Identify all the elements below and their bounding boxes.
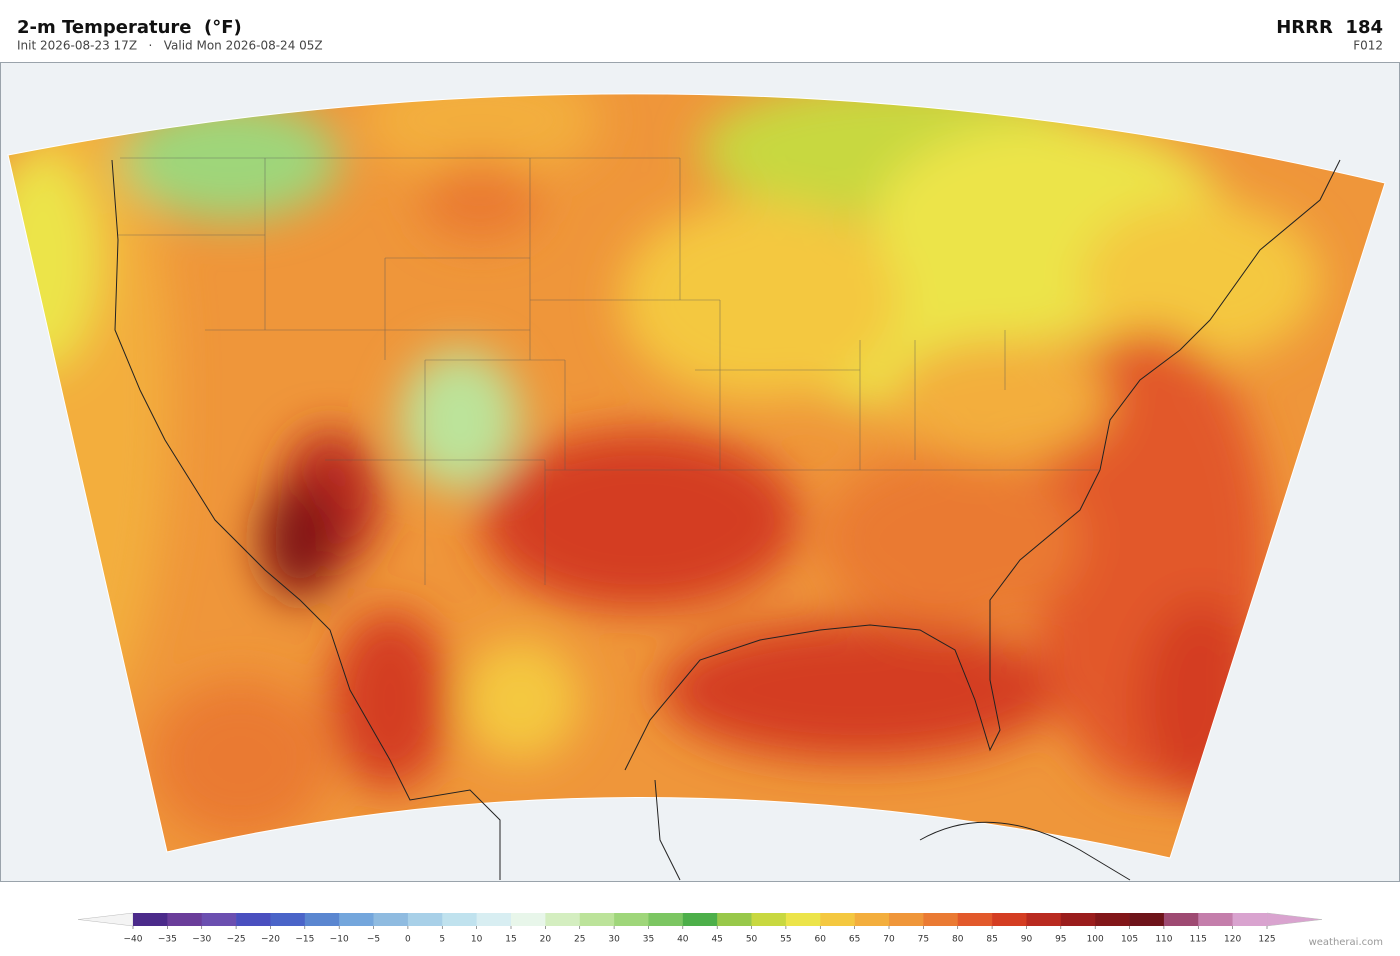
colorbar-bin bbox=[304, 913, 340, 926]
colorbar-bin bbox=[992, 913, 1027, 926]
colorbar-bin bbox=[545, 913, 581, 926]
colorbar-bin bbox=[476, 913, 512, 926]
colorbar-tick-label: 105 bbox=[1121, 935, 1138, 945]
colorbar-tick-label: 20 bbox=[540, 935, 552, 945]
colorbar-tick-label: 30 bbox=[608, 935, 620, 945]
model-run: HRRR 184 bbox=[1276, 17, 1383, 38]
colorbar-bin bbox=[648, 913, 684, 926]
colorbar-tick-label: −40 bbox=[124, 935, 143, 945]
colorbar-bin bbox=[1198, 913, 1233, 926]
colorbar-bin bbox=[854, 913, 890, 926]
colorbar-bin bbox=[511, 913, 546, 926]
state-borders bbox=[118, 157, 1100, 585]
colorbar-bin bbox=[1163, 913, 1199, 926]
colorbar-bin bbox=[785, 913, 821, 926]
colorbar: −40 −35 −30 −25 −20 −15 −10 −5 0 5 10 15 20 25 30 35 40 4… bbox=[77, 912, 1323, 945]
subtitle: Init 2026-08-23 17Z · Valid Mon 2026-08-… bbox=[17, 39, 323, 53]
colorbar-tick-label: −25 bbox=[227, 935, 246, 945]
colorbar-tick-label: 0 bbox=[405, 935, 411, 945]
colorbar-bin bbox=[1095, 913, 1130, 926]
colorbar-bin bbox=[889, 913, 924, 926]
forecast-hour: F012 bbox=[1353, 39, 1383, 53]
colorbar-bin bbox=[682, 913, 718, 926]
colorbar-tick-label: 70 bbox=[883, 935, 895, 945]
title: 2-m Temperature (°F) bbox=[17, 17, 242, 38]
colorbar-bin bbox=[579, 913, 615, 926]
colorbar-tick-label: 25 bbox=[574, 935, 585, 945]
colorbar-tick-label: 90 bbox=[1021, 935, 1033, 945]
colorbar-tick-label: 5 bbox=[439, 935, 445, 945]
colorbar-tick-label: 125 bbox=[1258, 935, 1275, 945]
colorbar-tick-label: 85 bbox=[986, 935, 997, 945]
colorbar-tick-label: 15 bbox=[505, 935, 516, 945]
colorbar-over bbox=[1266, 912, 1323, 927]
colorbar-tick-label: −5 bbox=[367, 935, 380, 945]
colorbar-bin bbox=[1129, 913, 1165, 926]
colorbar-tick-label: 115 bbox=[1190, 935, 1207, 945]
colorbar-bin bbox=[1232, 913, 1268, 926]
colorbar-bin bbox=[442, 913, 477, 926]
colorbar-tick-label: 110 bbox=[1155, 935, 1172, 945]
colorbar-bin bbox=[751, 913, 787, 926]
colorbar-tick-label: 55 bbox=[780, 935, 791, 945]
colorbar-bin bbox=[373, 913, 409, 926]
colorbar-tick-label: 10 bbox=[471, 935, 483, 945]
colorbar-tick-label: 80 bbox=[952, 935, 964, 945]
temperature-field bbox=[8, 93, 1385, 858]
colorbar-bin bbox=[339, 913, 374, 926]
colorbar-bin bbox=[236, 913, 271, 926]
credit: weatherai.com bbox=[1309, 937, 1383, 948]
colorbar-tick-label: 40 bbox=[677, 935, 689, 945]
colorbar-bin bbox=[717, 913, 752, 926]
colorbar-tick-label: −15 bbox=[295, 935, 314, 945]
colorbar-tick-label: 45 bbox=[711, 935, 722, 945]
colorbar-tick-label: 95 bbox=[1055, 935, 1066, 945]
colorbar-bin bbox=[1026, 913, 1062, 926]
colorbar-tick-label: −10 bbox=[330, 935, 349, 945]
colorbar-bin bbox=[820, 913, 855, 926]
colorbar-bin bbox=[957, 913, 993, 926]
colorbar-tick-label: −20 bbox=[261, 935, 280, 945]
colorbar-tick-label: 65 bbox=[849, 935, 860, 945]
colorbar-tick-label: 35 bbox=[643, 935, 654, 945]
colorbar-tick-label: 50 bbox=[746, 935, 758, 945]
colorbar-tick-label: −35 bbox=[158, 935, 177, 945]
colorbar-bin bbox=[407, 913, 443, 926]
colorbar-under bbox=[77, 912, 134, 927]
colorbar-tick-label: 75 bbox=[918, 935, 929, 945]
colorbar-bin bbox=[923, 913, 959, 926]
colorbar-bin bbox=[270, 913, 306, 926]
colorbar-bin bbox=[614, 913, 649, 926]
colorbar-tick-label: 60 bbox=[815, 935, 827, 945]
colorbar-tick-label: −30 bbox=[192, 935, 211, 945]
colorbar-bin bbox=[167, 913, 203, 926]
colorbar-bin bbox=[133, 913, 168, 926]
colorbar-tick-label: 120 bbox=[1224, 935, 1241, 945]
colorbar-bin bbox=[201, 913, 237, 926]
map bbox=[0, 62, 1400, 882]
colorbar-bin bbox=[1060, 913, 1096, 926]
coastlines bbox=[111, 159, 1341, 881]
colorbar-tick-label: 100 bbox=[1087, 935, 1104, 945]
